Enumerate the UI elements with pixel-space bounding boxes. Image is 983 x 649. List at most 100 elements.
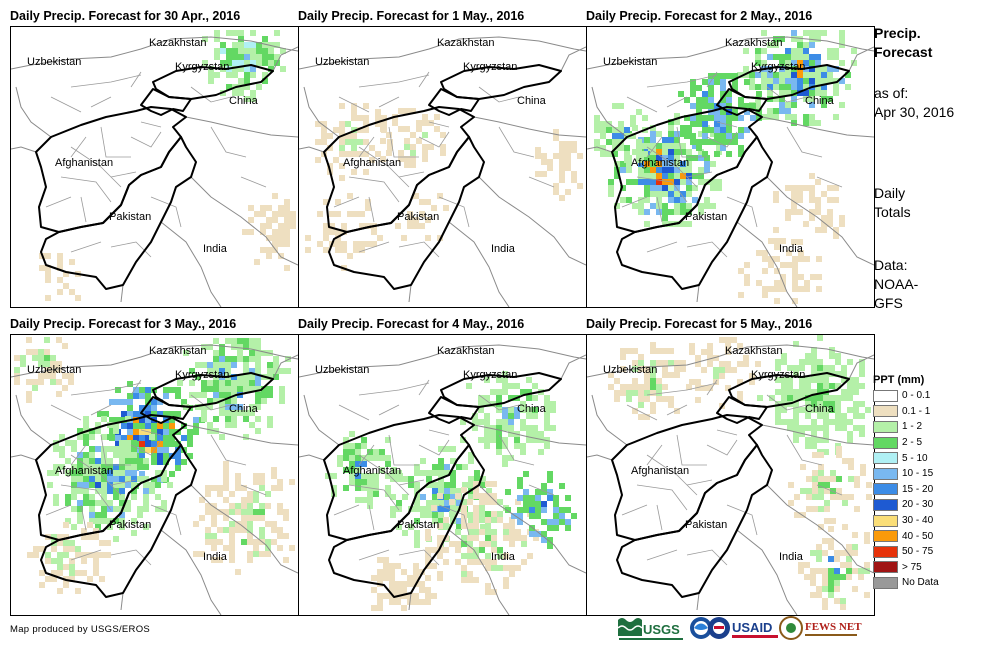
- panel-title: Daily Precip. Forecast for 4 May., 2016: [298, 317, 525, 331]
- country-label-afghanistan: Afghanistan: [631, 465, 690, 477]
- legend-item: 30 - 40: [873, 513, 978, 529]
- legend-label: 0.1 - 1: [902, 405, 931, 417]
- precip-cells: [608, 335, 872, 610]
- country-label-kyrgyzstan: Kyrgyzstan: [463, 61, 518, 73]
- forecast-panel-may3: Daily Precip. Forecast for 3 May., 2016 …: [10, 314, 299, 616]
- precip-map: Kazakhstan Uzbekistan Kyrgyzstan China Afgha…: [586, 26, 875, 308]
- country-label-india: India: [491, 551, 515, 563]
- sidebar-title: Precip. Forecast: [874, 24, 974, 62]
- forecast-panel-may2: Daily Precip. Forecast for 2 May., 2016 …: [586, 6, 875, 308]
- legend-swatch: [873, 389, 898, 402]
- legend-swatch: [873, 420, 898, 433]
- map-credit: Map produced by USGS/EROS: [10, 624, 151, 635]
- precip-map-canvas: [11, 337, 298, 615]
- precip-cells: [39, 30, 296, 301]
- country-label-china: China: [229, 403, 258, 415]
- daily-totals: Daily Totals: [874, 184, 979, 222]
- precip-map-canvas: [587, 30, 874, 307]
- country-label-india: India: [491, 243, 515, 255]
- precip-map-canvas: [299, 344, 586, 615]
- country-label-kyrgyzstan: Kyrgyzstan: [751, 61, 806, 73]
- country-label-kazakhstan: Kazakhstan: [149, 345, 207, 357]
- data-source: Data: NOAA- GFS: [874, 256, 979, 313]
- legend-swatch: [873, 545, 898, 558]
- fewsnet-logo: FEWS NET: [779, 616, 862, 640]
- country-label-kyrgyzstan: Kyrgyzstan: [175, 369, 230, 381]
- legend-item: 10 - 15: [873, 466, 978, 482]
- legend-swatch: [873, 483, 898, 496]
- precip-map: Kazakhstan Uzbekistan Kyrgyzstan China Afgha…: [298, 26, 587, 308]
- legend-swatch: [873, 530, 898, 543]
- legend-label: 40 - 50: [902, 530, 934, 542]
- legend-label: 0 - 0.1: [902, 390, 931, 402]
- daily-totals-line: Totals: [874, 204, 911, 220]
- country-label-kazakhstan: Kazakhstan: [437, 345, 495, 357]
- country-label-kazakhstan: Kazakhstan: [437, 37, 495, 49]
- forecast-panel-may1: Daily Precip. Forecast for 1 May., 2016 …: [298, 6, 587, 308]
- country-label-pakistan: Pakistan: [685, 519, 728, 531]
- country-label-pakistan: Pakistan: [109, 519, 152, 531]
- precip-cells: [594, 30, 857, 304]
- legend-item: No Data: [873, 575, 978, 591]
- legend-rows: 0 - 0.1 0.1 - 1 1 - 2 2 - 5 5 - 10 10 - 15 15 …: [873, 388, 978, 591]
- country-label-afghanistan: Afghanistan: [343, 465, 402, 477]
- data-source-line: Data:: [874, 257, 908, 273]
- country-label-china: China: [805, 95, 834, 107]
- ppt-legend: PPT (mm) 0 - 0.1 0.1 - 1 1 - 2 2 - 5 5 - 10 1…: [873, 372, 978, 591]
- legend-label: 15 - 20: [902, 483, 934, 495]
- sidebar-title-line: Forecast: [874, 44, 933, 60]
- as-of-label: as of:: [874, 85, 909, 101]
- panel-title: Daily Precip. Forecast for 1 May., 2016: [298, 9, 525, 23]
- country-label-pakistan: Pakistan: [397, 519, 440, 531]
- sidebar-title-line: Precip.: [874, 25, 921, 41]
- country-label-china: China: [805, 403, 834, 415]
- precip-cells: [325, 371, 577, 611]
- data-source-line: NOAA-: [874, 276, 919, 292]
- precip-map: Kazakhstan Uzbekistan Kyrgyzstan China Afgha…: [298, 334, 587, 616]
- legend-swatch: [873, 576, 898, 589]
- legend-swatch: [873, 561, 898, 574]
- legend-swatch: [873, 514, 898, 527]
- usgs-text: USGS: [643, 622, 680, 637]
- legend-label: 10 - 15: [902, 468, 934, 480]
- country-label-kyrgyzstan: Kyrgyzstan: [463, 369, 518, 381]
- legend-item: 5 - 10: [873, 450, 978, 466]
- legend-label: 1 - 2: [902, 421, 923, 433]
- legend-label: 5 - 10: [902, 452, 928, 464]
- legend-title: PPT (mm): [873, 374, 925, 386]
- legend-item: 50 - 75: [873, 544, 978, 560]
- legend-item: 40 - 50: [873, 528, 978, 544]
- country-label-uzbekistan: Uzbekistan: [27, 364, 82, 376]
- country-label-china: China: [517, 403, 546, 415]
- noaa-logo: [690, 617, 712, 639]
- legend-swatch: [873, 467, 898, 480]
- country-label-pakistan: Pakistan: [397, 211, 440, 223]
- as-of-date: as of: Apr 30, 2016: [874, 84, 979, 122]
- country-label-pakistan: Pakistan: [109, 211, 152, 223]
- panel-title: Daily Precip. Forecast for 3 May., 2016: [10, 317, 237, 331]
- legend-item: 2 - 5: [873, 435, 978, 451]
- country-label-afghanistan: Afghanistan: [631, 157, 690, 169]
- legend-item: 15 - 20: [873, 482, 978, 498]
- legend-swatch: [873, 405, 898, 418]
- country-label-india: India: [203, 243, 227, 255]
- country-label-afghanistan: Afghanistan: [55, 157, 114, 169]
- country-label-uzbekistan: Uzbekistan: [603, 56, 658, 68]
- legend-item: > 75: [873, 560, 978, 576]
- legend-label: 50 - 75: [902, 546, 934, 558]
- country-label-uzbekistan: Uzbekistan: [315, 56, 370, 68]
- usaid-text: USAID: [732, 620, 772, 635]
- country-label-india: India: [203, 551, 227, 563]
- country-label-kyrgyzstan: Kyrgyzstan: [175, 61, 230, 73]
- precip-map: Kazakhstan Uzbekistan Kyrgyzstan China Afgha…: [10, 26, 299, 308]
- country-label-uzbekistan: Uzbekistan: [315, 364, 370, 376]
- precip-map-canvas: [587, 335, 874, 615]
- legend-item: 0 - 0.1: [873, 388, 978, 404]
- precip-map: Kazakhstan Uzbekistan Kyrgyzstan China Afgha…: [586, 334, 875, 616]
- country-label-kazakhstan: Kazakhstan: [149, 37, 207, 49]
- daily-totals-line: Daily: [874, 185, 906, 201]
- country-label-kazakhstan: Kazakhstan: [725, 345, 783, 357]
- country-label-uzbekistan: Uzbekistan: [27, 56, 82, 68]
- precip-map: Kazakhstan Uzbekistan Kyrgyzstan China Afgha…: [10, 334, 299, 616]
- country-label-afghanistan: Afghanistan: [55, 465, 114, 477]
